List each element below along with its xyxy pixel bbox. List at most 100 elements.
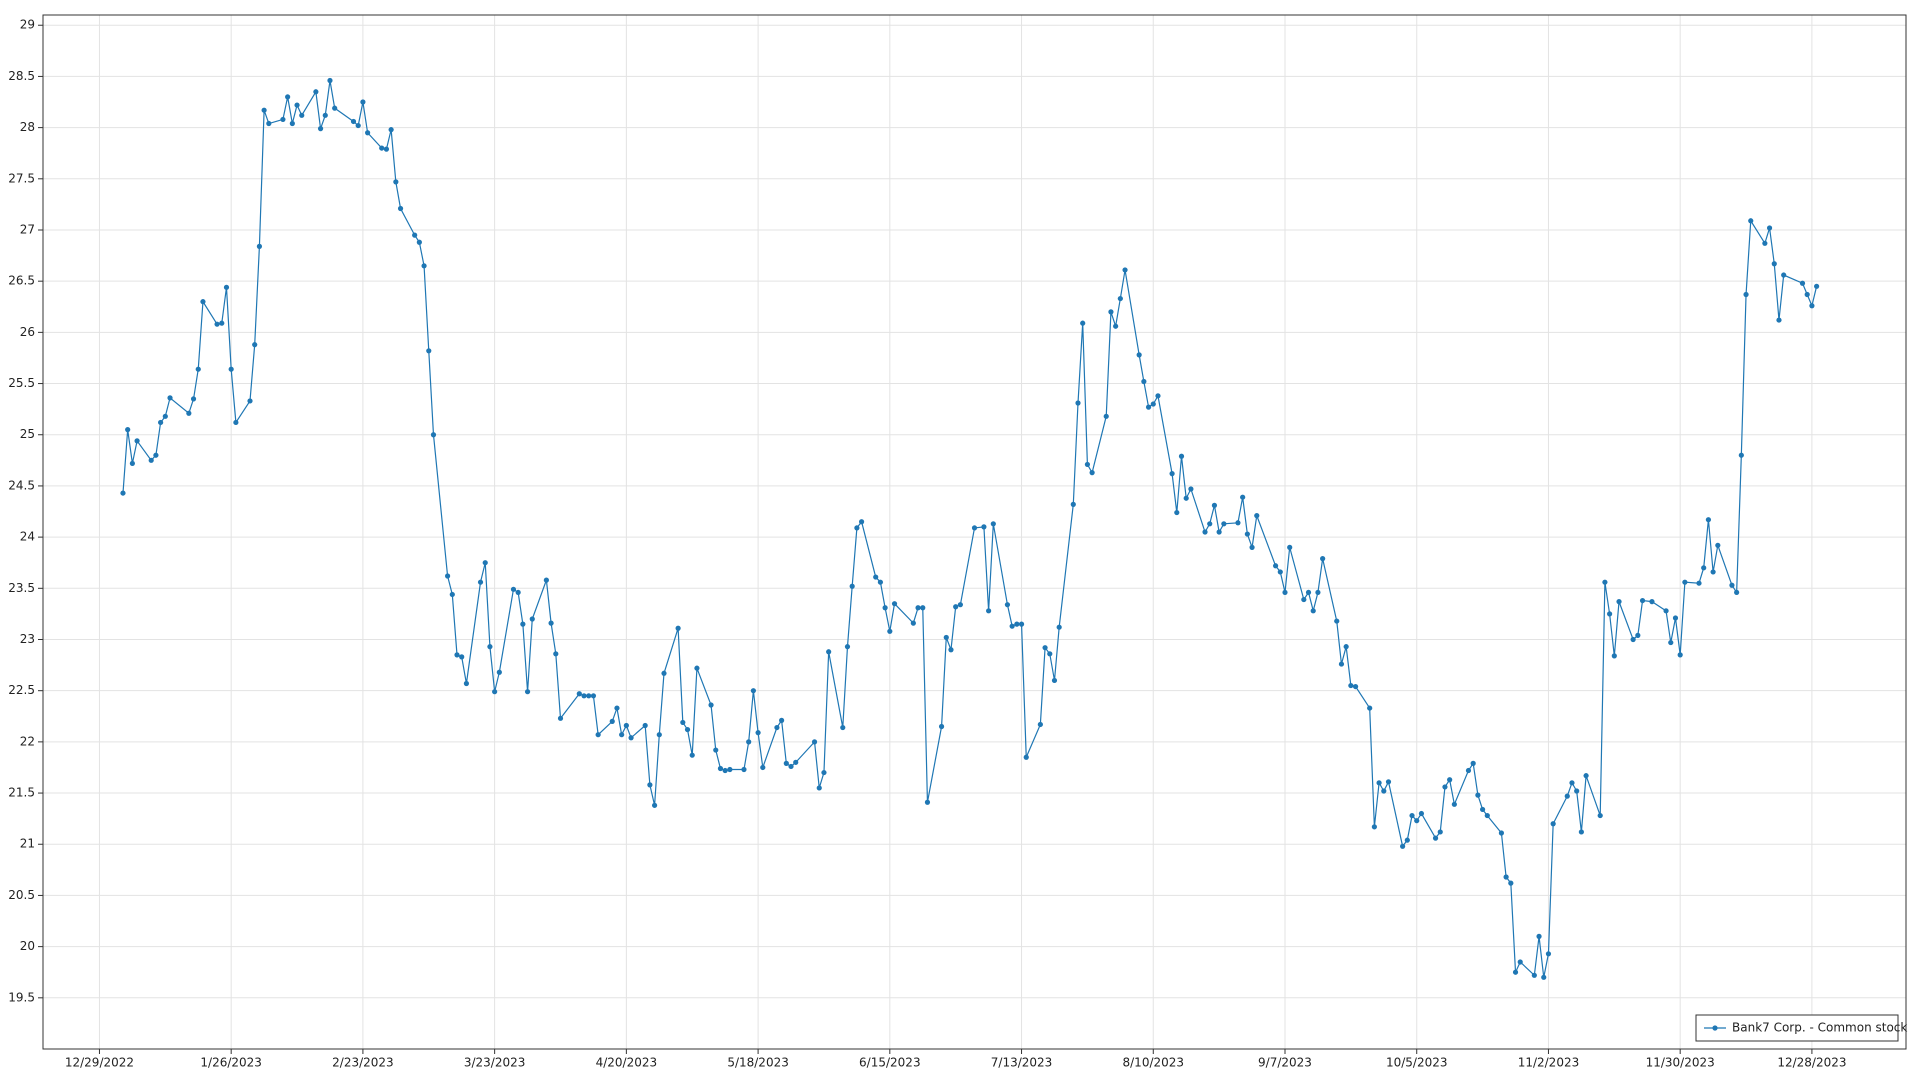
data-point	[887, 628, 893, 634]
data-point	[1578, 829, 1584, 835]
data-point	[924, 799, 931, 805]
data-point	[459, 654, 465, 660]
y-tick-label: 19.5	[8, 990, 35, 1004]
data-point	[1310, 608, 1316, 614]
x-tick-label: 10/5/2023	[1386, 1056, 1448, 1070]
data-point	[379, 145, 385, 151]
data-point	[261, 107, 267, 113]
x-tick-label: 4/20/2023	[596, 1056, 658, 1070]
data-point	[365, 130, 371, 136]
data-point	[623, 722, 629, 729]
data-point	[741, 766, 747, 773]
data-point	[1781, 272, 1787, 278]
data-point	[1536, 933, 1542, 939]
data-point	[581, 693, 587, 699]
data-point	[953, 604, 959, 610]
data-point	[840, 724, 846, 731]
data-point	[1037, 721, 1043, 728]
data-point	[1202, 529, 1208, 535]
data-point	[162, 413, 168, 419]
data-point	[1211, 502, 1218, 508]
data-point	[463, 680, 470, 687]
y-tick-label: 20.5	[8, 888, 35, 902]
data-point	[520, 621, 526, 627]
data-point	[858, 519, 865, 525]
data-point	[1113, 323, 1119, 329]
data-point	[1385, 779, 1392, 785]
data-point	[1108, 309, 1114, 315]
data-point	[1305, 589, 1312, 596]
data-point	[1649, 599, 1655, 605]
data-point	[642, 722, 648, 729]
data-point	[694, 665, 700, 671]
data-point	[920, 605, 926, 611]
data-point	[873, 574, 879, 580]
y-tick-label: 26	[20, 325, 35, 339]
data-point	[190, 396, 197, 402]
data-point	[661, 670, 667, 676]
data-point	[986, 608, 992, 614]
data-point	[1564, 793, 1570, 799]
data-point	[1282, 589, 1288, 596]
data-point	[1696, 580, 1702, 586]
data-point	[1574, 788, 1580, 794]
data-point	[1221, 521, 1227, 527]
data-point	[1663, 608, 1669, 614]
y-tick-label: 21.5	[8, 786, 35, 800]
data-point	[421, 263, 427, 269]
y-tick-label: 27.5	[8, 171, 35, 185]
data-point	[1639, 597, 1646, 604]
data-point	[957, 602, 963, 608]
data-point	[1517, 959, 1523, 965]
data-point	[1550, 821, 1556, 827]
data-point	[1451, 801, 1457, 807]
data-point	[492, 689, 498, 695]
data-point	[684, 726, 691, 733]
data-point	[1338, 661, 1345, 667]
y-tick-label: 25.5	[8, 376, 35, 390]
data-point	[1729, 582, 1735, 588]
x-tick-label: 8/10/2023	[1123, 1056, 1185, 1070]
data-point	[1771, 261, 1777, 267]
data-point	[1155, 393, 1161, 399]
data-point	[444, 573, 451, 579]
data-point	[1465, 767, 1472, 774]
data-point	[228, 366, 234, 372]
data-point	[1512, 969, 1519, 975]
data-point	[1301, 596, 1307, 603]
data-point	[1479, 806, 1486, 813]
x-tick-label: 5/18/2023	[727, 1056, 789, 1070]
data-point	[430, 432, 437, 438]
data-point	[1630, 636, 1636, 643]
data-point	[816, 785, 822, 791]
data-point	[299, 112, 305, 118]
data-point	[129, 460, 135, 467]
data-point	[266, 120, 272, 127]
plot-frame	[42, 14, 1907, 1050]
data-point	[656, 732, 662, 738]
data-point	[779, 717, 785, 723]
data-point	[280, 116, 286, 123]
data-point	[383, 146, 390, 152]
data-point	[576, 691, 582, 697]
legend-swatch-dot	[1712, 1025, 1718, 1031]
data-point	[1117, 295, 1123, 302]
data-point	[1235, 520, 1241, 526]
data-point	[1376, 780, 1382, 786]
data-point	[317, 126, 324, 132]
data-point	[1432, 835, 1439, 841]
legend-label: Bank7 Corp. - Common stock	[1732, 1021, 1907, 1035]
data-point	[294, 102, 300, 108]
data-point	[586, 693, 592, 699]
data-point	[1607, 611, 1613, 617]
data-point	[619, 732, 625, 738]
data-point	[877, 579, 884, 585]
data-point	[1348, 682, 1354, 689]
data-point	[1343, 644, 1349, 650]
data-point	[322, 112, 328, 118]
data-point	[219, 320, 225, 326]
data-point	[449, 591, 455, 598]
data-point	[186, 410, 192, 416]
data-point	[223, 284, 230, 290]
